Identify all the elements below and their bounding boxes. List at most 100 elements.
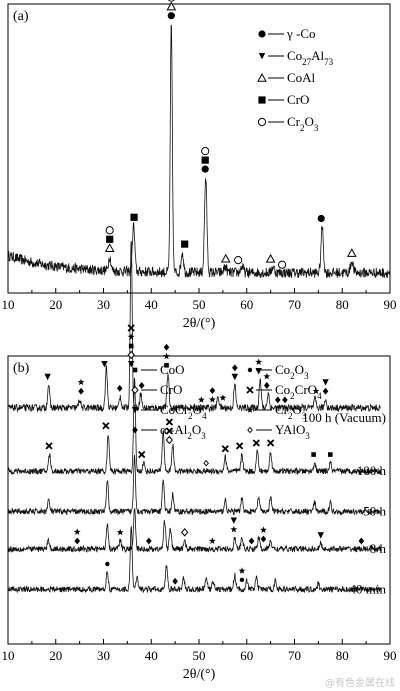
peak-marker-cross <box>165 427 174 435</box>
peak-marker-circle-open <box>277 260 287 269</box>
markers-group <box>104 0 357 269</box>
legend-label: CoAl <box>287 70 316 85</box>
legend-symbol-diamond-small-open <box>247 426 253 434</box>
peak-marker-diamond-filled <box>163 343 170 351</box>
peak-marker-diamond-small-open <box>203 459 209 467</box>
peak-marker-square-small-filled <box>328 452 333 457</box>
peak-marker-diamond-filled <box>78 387 84 395</box>
x-tick-label: 30 <box>97 297 110 312</box>
legend-label: CrO <box>160 382 182 397</box>
legend-symbol-circle-open <box>257 117 267 127</box>
legend-label: YAlO3 <box>275 422 310 441</box>
peak-marker-diamond-open <box>165 435 174 445</box>
legend-symbol-triangle-up-open <box>257 72 267 82</box>
series-group <box>7 240 381 594</box>
peak-marker-diamond-filled <box>248 537 255 545</box>
x-tick-label: 30 <box>97 648 110 663</box>
series-label: 50 h <box>363 504 386 519</box>
peak-marker-star <box>116 528 124 536</box>
peak-marker-circle-filled <box>317 214 325 223</box>
panel-label: (b) <box>13 361 30 376</box>
x-tick-label: 20 <box>49 648 62 663</box>
peak-marker-diamond-filled <box>209 387 216 395</box>
legend-symbol-square-small-filled <box>132 367 138 373</box>
peak-marker-triangle-down-filled <box>101 361 108 368</box>
peak-marker-star <box>163 352 170 360</box>
legend-label: Co27Al73 <box>287 48 334 67</box>
peak-marker-diamond-filled <box>264 382 270 389</box>
peak-marker-triangle-down-filled <box>322 379 329 386</box>
peak-marker-diamond-filled <box>232 364 238 372</box>
x-tick-label: 90 <box>384 297 397 312</box>
peak-marker-diamond-filled <box>274 396 281 404</box>
peak-marker-triangle-down-filled <box>127 361 135 368</box>
x-tick-label: 40 <box>145 297 158 312</box>
x-tick-label: 70 <box>288 648 301 663</box>
x-tick-label: 60 <box>240 297 253 312</box>
watermark: @有色金属在线 <box>325 676 395 689</box>
peak-marker-square-small-filled <box>128 343 134 349</box>
x-tick-label: 70 <box>288 297 301 312</box>
peak-marker-circle-open <box>105 226 114 235</box>
peak-marker-diamond-filled <box>116 384 123 392</box>
series-group <box>7 24 391 279</box>
series-line <box>7 454 381 516</box>
series-line <box>7 377 381 476</box>
peak-marker-triangle-up-open <box>104 243 115 252</box>
legend-symbol-square-filled <box>258 96 266 104</box>
peak-marker-triangle-down-filled <box>317 532 324 539</box>
legend-symbol-diamond-filled <box>132 426 138 434</box>
peak-marker-diamond-filled <box>282 396 288 404</box>
peak-marker-star <box>255 358 263 365</box>
peak-marker-cross <box>127 324 135 332</box>
peak-marker-star <box>263 372 271 380</box>
x-tick-label: 40 <box>145 648 158 663</box>
legend-label: Cr2O3 <box>287 114 319 133</box>
legend-label: Co2CrO4 <box>275 382 322 401</box>
x-axis-title: 2θ/(°) <box>183 667 216 682</box>
series-label: 100 h <box>357 463 387 478</box>
legend-label: CoO <box>160 362 185 377</box>
peak-marker-circle-filled <box>201 165 209 173</box>
x-tick-label: 50 <box>193 648 206 663</box>
peak-marker-star <box>73 528 81 535</box>
panel-b: 10 20 30 40 50 60 70 80 90 2θ/(°) (b) 100 h (Vacuum… <box>2 240 397 682</box>
legend-label: CrO <box>287 92 309 107</box>
peak-marker-diamond-open <box>127 350 135 360</box>
peak-marker-cross <box>138 450 146 459</box>
peak-marker-cross <box>102 422 110 430</box>
legend: CoO Co2O3 CrO Co2CrO4 CoCr2O4 Cr2O3 α -Al2O3 YA… <box>131 362 322 441</box>
peak-marker-diamond-filled <box>146 537 152 545</box>
x-tick-label: 20 <box>49 297 62 312</box>
peak-marker-star <box>77 378 85 386</box>
legend-symbol-triangle-down-filled <box>131 407 139 414</box>
peak-marker-triangle-down-filled <box>231 373 239 381</box>
peak-marker-star <box>219 394 227 401</box>
legend-label: CoCr2O4 <box>160 402 207 421</box>
series-label: 40 min <box>350 581 387 596</box>
panel-a: 10 20 30 40 50 60 70 80 90 2θ/(°) (a) γ -Co Co27Al73… <box>2 0 397 331</box>
x-tick-label: 60 <box>240 648 253 663</box>
peak-marker-diamond-filled <box>172 577 178 585</box>
legend-label: Co2O3 <box>275 362 309 381</box>
peak-marker-square-filled <box>130 213 138 221</box>
peak-marker-star <box>238 567 246 574</box>
peak-marker-cross <box>221 445 229 453</box>
peak-marker-square-small-filled <box>164 362 169 368</box>
peak-marker-triangle-up-open <box>220 253 231 263</box>
legend-symbol-cross <box>246 386 254 394</box>
peak-marker-circle-open <box>201 147 210 156</box>
series-label: 8 h <box>370 541 387 556</box>
peak-marker-star <box>127 333 135 340</box>
peak-marker-square-small-filled <box>311 452 316 457</box>
peak-marker-circle-open <box>167 0 175 2</box>
x-tick-label: 80 <box>336 648 349 663</box>
peak-marker-square-filled <box>201 156 209 164</box>
peak-marker-circle-open <box>234 256 243 265</box>
peak-marker-star <box>208 396 216 403</box>
x-tick-label: 10 <box>2 297 15 312</box>
peak-marker-star <box>197 396 205 403</box>
peak-marker-cross <box>165 418 174 426</box>
legend-symbol-triangle-down-filled <box>258 53 266 60</box>
peak-marker-circle-small-filled <box>105 561 110 567</box>
